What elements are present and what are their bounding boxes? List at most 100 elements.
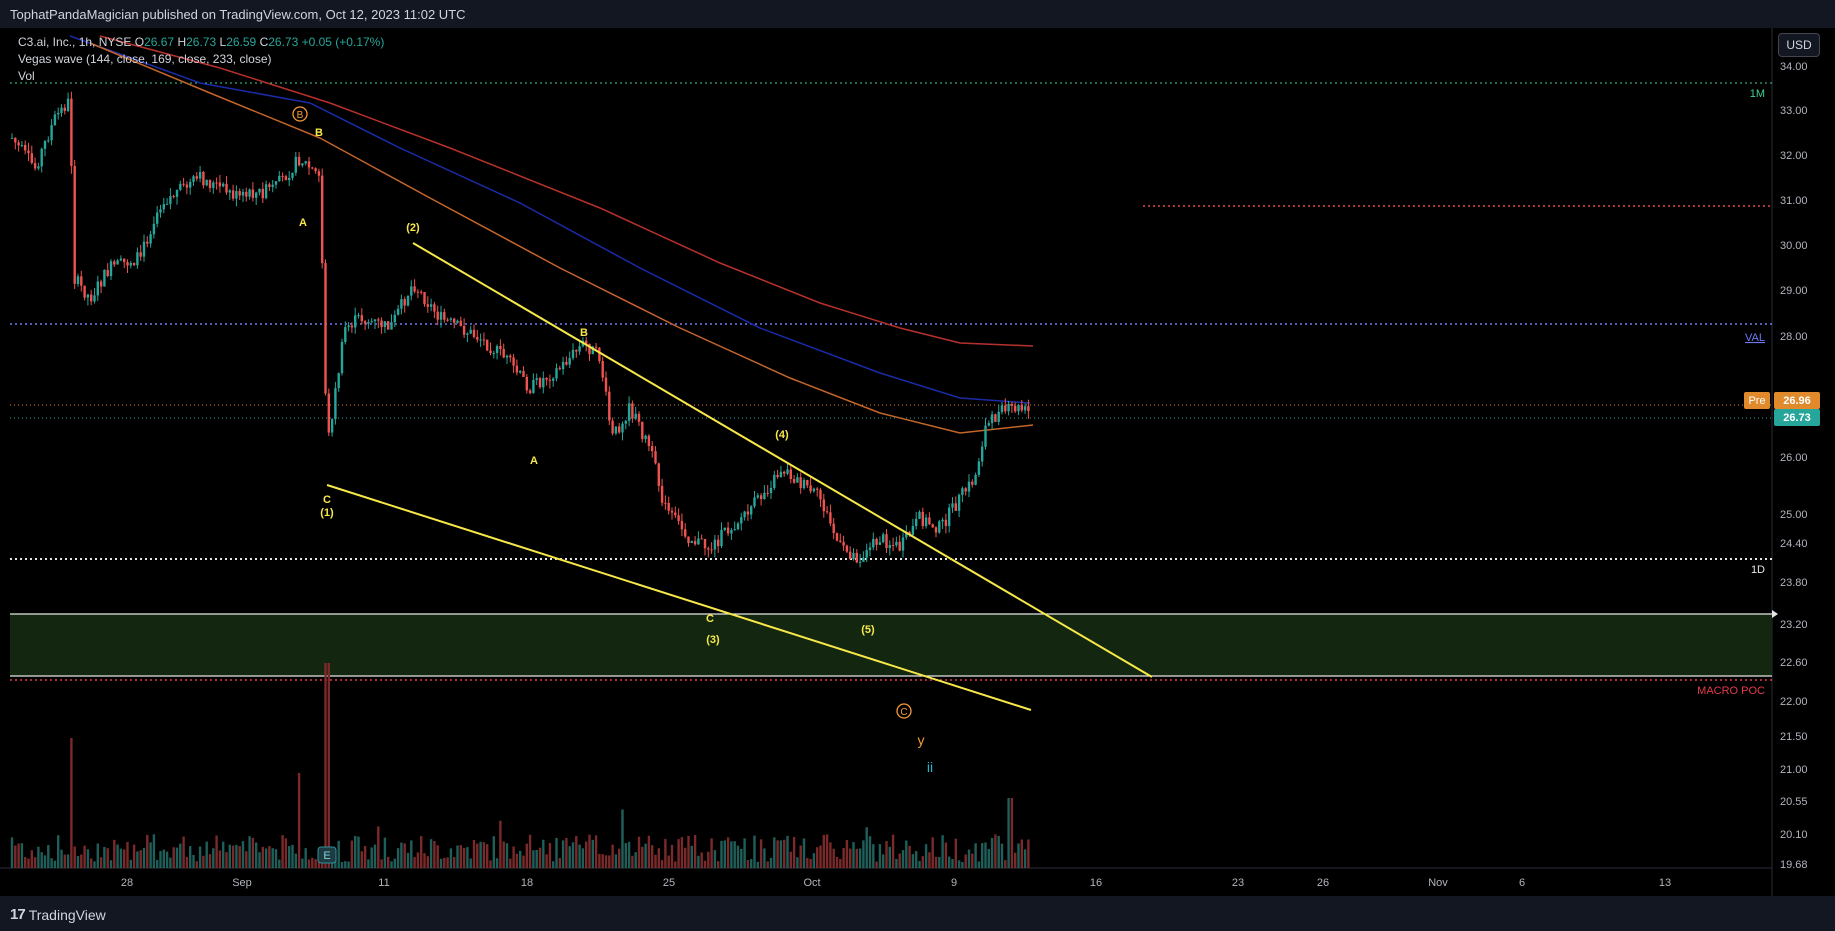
volume-bar [957, 860, 961, 868]
candle-body [674, 512, 677, 516]
volume-bar [746, 860, 750, 868]
candle-body [994, 414, 997, 422]
volume-bar [641, 846, 644, 868]
ema-233-line[interactable] [89, 42, 1034, 434]
candle-body [789, 469, 792, 480]
volume-bar [357, 836, 360, 868]
time-axis[interactable]: 28 Sep 11 18 25 Oct 9 16 23 26 Nov 6 13 [121, 877, 1671, 889]
candle-body [839, 540, 842, 542]
vegas-wave-emas [69, 35, 1034, 434]
volume-bar [169, 857, 172, 868]
wave-b-top[interactable]: B [315, 127, 323, 139]
wave-3[interactable]: (3) [706, 634, 720, 646]
candle-body [951, 503, 954, 508]
legend-symbol[interactable]: C3.ai, Inc., 1h, NYSE [18, 35, 132, 49]
volume-bar [796, 857, 799, 868]
volume-bar [971, 853, 974, 868]
price-tick: 33.00 [1780, 105, 1808, 117]
candle-body [47, 140, 50, 142]
volume-bar [944, 842, 948, 868]
volume-bar [271, 848, 274, 868]
wave-a-top[interactable]: A [299, 217, 307, 229]
candle-body [350, 325, 354, 328]
volume-bar [482, 842, 486, 868]
candle-body [212, 182, 215, 188]
candle-body [759, 495, 763, 500]
candle-body [354, 315, 357, 328]
volume-bar [433, 840, 436, 868]
volume-bar [354, 835, 357, 868]
volume-bar [132, 844, 136, 868]
candle-body [783, 471, 786, 474]
volume-bar [515, 853, 519, 868]
candle-body [545, 377, 548, 380]
label-val: VAL [1745, 332, 1765, 344]
candle-body [60, 107, 63, 113]
candle-body [476, 336, 479, 340]
candle-body [281, 175, 284, 177]
support-zone[interactable] [10, 614, 1772, 676]
candle-body [43, 140, 47, 149]
ema-169-line[interactable] [99, 35, 1034, 347]
wave-c-left[interactable]: C [323, 494, 331, 506]
candle-body [822, 499, 825, 512]
currency-button[interactable]: USD [1778, 33, 1820, 57]
volume-bar [189, 846, 192, 868]
candle-body [406, 295, 410, 306]
volume-bar [967, 849, 971, 868]
legend-volume[interactable]: Vol [18, 69, 35, 83]
last-price-value: 26.73 [1783, 412, 1811, 424]
wave-5[interactable]: (5) [861, 624, 875, 636]
candle-body [565, 361, 568, 365]
candle-body [400, 299, 403, 309]
candle-body [512, 357, 515, 366]
volume-bar [1007, 798, 1010, 868]
ema-144-line[interactable] [69, 35, 1031, 404]
legend-indicator[interactable]: Vegas wave (144, close, 169, close, 233,… [18, 52, 272, 66]
candle-body [327, 393, 330, 433]
candle-body [971, 481, 974, 485]
candle-body [898, 541, 901, 551]
wave-1[interactable]: (1) [320, 507, 334, 519]
price-tick: 34.00 [1780, 61, 1808, 73]
volume-bar [911, 854, 915, 868]
wave-b-mid[interactable]: B [580, 327, 588, 339]
wave-4[interactable]: (4) [775, 429, 789, 441]
candle-body [948, 507, 951, 526]
candle-body [466, 333, 469, 335]
candle-body [146, 241, 149, 244]
earnings-marker[interactable] [317, 846, 337, 864]
candle-body [707, 548, 710, 550]
wedge-upper-trendline[interactable] [412, 242, 1153, 678]
wave-c-low[interactable]: C [706, 613, 714, 625]
volume-bar [449, 848, 453, 868]
price-axis[interactable]: 34.00 33.00 32.00 31.00 30.00 29.00 28.0… [1780, 61, 1808, 871]
wave-ii[interactable]: ii [927, 759, 933, 775]
volume-bar [367, 859, 370, 868]
time-tick: 23 [1232, 877, 1244, 889]
volume-bar [743, 838, 746, 868]
volume-bar [406, 852, 410, 868]
candle-body [439, 312, 443, 320]
wedge-lower-trendline[interactable] [326, 484, 1032, 711]
wave-y[interactable]: y [918, 732, 925, 748]
price-chart[interactable]: B B A (2) B A C (1) (4) C (3) (5) C y ii… [0, 28, 1835, 896]
tradingview-brand[interactable]: 17 TradingView [10, 906, 106, 923]
volume-bar [426, 856, 429, 868]
chart-area[interactable] [0, 28, 1835, 896]
wave-b-circled[interactable]: B [297, 110, 304, 121]
volume-bar [895, 858, 898, 868]
candle-body [288, 177, 291, 181]
wave-a-mid[interactable]: A [530, 455, 538, 467]
volume-bar [393, 858, 396, 868]
wave-2[interactable]: (2) [406, 222, 420, 234]
volume-bar [17, 843, 20, 868]
candle-body [908, 531, 911, 535]
volume-bar [575, 836, 578, 868]
price-candles [10, 91, 1030, 568]
wave-c-circled[interactable]: C [900, 707, 907, 718]
candle-body [80, 276, 83, 286]
candle-body [479, 339, 482, 341]
volume-bar [340, 861, 344, 868]
candle-body [905, 531, 908, 538]
